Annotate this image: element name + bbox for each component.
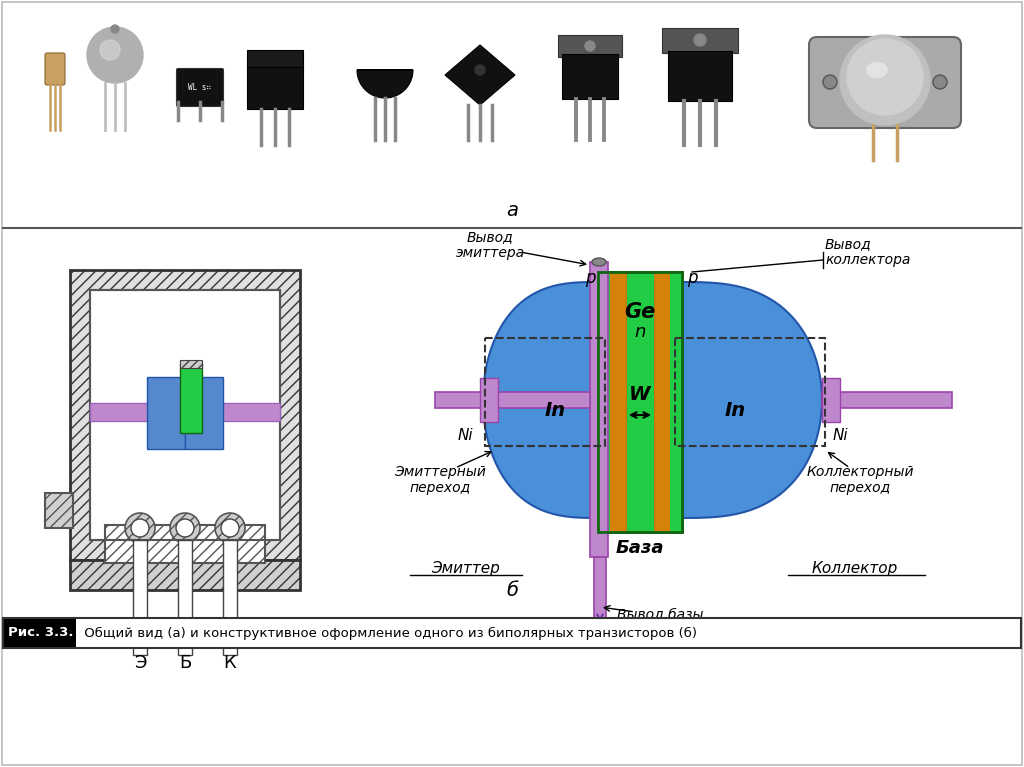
Text: б: б	[506, 581, 518, 600]
Circle shape	[176, 519, 194, 537]
FancyBboxPatch shape	[558, 35, 622, 57]
FancyBboxPatch shape	[480, 378, 498, 422]
Polygon shape	[682, 282, 822, 518]
Text: In: In	[724, 400, 745, 420]
FancyBboxPatch shape	[822, 392, 952, 408]
FancyBboxPatch shape	[608, 272, 626, 532]
FancyBboxPatch shape	[809, 37, 961, 128]
Text: Вывод базы: Вывод базы	[616, 608, 703, 622]
FancyBboxPatch shape	[598, 272, 610, 532]
Text: Эмиттерный
переход: Эмиттерный переход	[394, 465, 486, 495]
FancyBboxPatch shape	[670, 272, 682, 532]
FancyBboxPatch shape	[70, 270, 300, 560]
Polygon shape	[357, 70, 413, 98]
Text: Эмиттер: Эмиттер	[431, 561, 500, 575]
FancyBboxPatch shape	[90, 290, 280, 540]
Circle shape	[823, 75, 837, 89]
FancyBboxPatch shape	[45, 53, 65, 85]
Circle shape	[221, 519, 239, 537]
Text: Вывод
коллектора: Вывод коллектора	[825, 237, 910, 267]
Text: Ge: Ge	[625, 302, 655, 322]
Text: In: In	[545, 400, 565, 420]
Circle shape	[585, 41, 595, 51]
Circle shape	[933, 75, 947, 89]
FancyBboxPatch shape	[662, 28, 738, 53]
Circle shape	[694, 34, 706, 46]
Text: База: База	[615, 539, 665, 557]
FancyBboxPatch shape	[822, 378, 840, 422]
Text: p: p	[687, 269, 697, 287]
Circle shape	[100, 40, 120, 60]
FancyBboxPatch shape	[223, 540, 237, 655]
FancyBboxPatch shape	[147, 377, 185, 449]
FancyBboxPatch shape	[590, 262, 608, 557]
Circle shape	[87, 27, 143, 83]
Circle shape	[840, 35, 930, 125]
Circle shape	[475, 65, 485, 75]
FancyBboxPatch shape	[562, 54, 618, 99]
Text: Б: Б	[179, 654, 191, 672]
Text: n: n	[634, 323, 646, 341]
Circle shape	[111, 25, 119, 33]
FancyBboxPatch shape	[176, 68, 223, 107]
Text: Общий вид (а) и конструктивное оформление одного из биполярных транзисторов (б): Общий вид (а) и конструктивное оформлени…	[80, 627, 697, 640]
FancyBboxPatch shape	[594, 557, 606, 622]
FancyBboxPatch shape	[90, 403, 280, 421]
FancyBboxPatch shape	[3, 3, 1021, 223]
Text: К: К	[223, 654, 237, 672]
Text: p: p	[585, 269, 595, 287]
Text: а: а	[506, 200, 518, 219]
FancyBboxPatch shape	[3, 618, 1021, 648]
Ellipse shape	[867, 62, 887, 77]
FancyBboxPatch shape	[247, 50, 303, 70]
FancyBboxPatch shape	[70, 560, 300, 590]
Circle shape	[131, 519, 150, 537]
FancyBboxPatch shape	[180, 360, 202, 368]
Text: Ni: Ni	[457, 427, 473, 443]
FancyBboxPatch shape	[180, 363, 202, 433]
FancyBboxPatch shape	[435, 392, 590, 408]
FancyBboxPatch shape	[4, 619, 76, 647]
Circle shape	[125, 513, 155, 543]
Text: Коллектор: Коллектор	[812, 561, 898, 575]
FancyBboxPatch shape	[654, 272, 672, 532]
Text: Ni: Ni	[833, 427, 848, 443]
Text: Э: Э	[134, 654, 146, 672]
Circle shape	[170, 513, 200, 543]
FancyBboxPatch shape	[598, 272, 682, 532]
FancyBboxPatch shape	[668, 51, 732, 101]
FancyBboxPatch shape	[133, 540, 147, 655]
Circle shape	[847, 39, 923, 115]
Text: Вывод
эмиттера: Вывод эмиттера	[456, 230, 524, 260]
FancyBboxPatch shape	[178, 540, 193, 655]
Text: Рис. 3.3.: Рис. 3.3.	[8, 627, 74, 640]
FancyBboxPatch shape	[45, 493, 73, 528]
Text: WL s∷: WL s∷	[188, 84, 212, 93]
Ellipse shape	[592, 258, 606, 266]
FancyBboxPatch shape	[185, 377, 223, 449]
Polygon shape	[483, 282, 598, 518]
Text: W: W	[630, 386, 650, 404]
Text: Коллекторный
переход: Коллекторный переход	[806, 465, 913, 495]
FancyBboxPatch shape	[105, 525, 265, 563]
Circle shape	[215, 513, 245, 543]
FancyBboxPatch shape	[247, 67, 303, 109]
Polygon shape	[445, 45, 515, 105]
